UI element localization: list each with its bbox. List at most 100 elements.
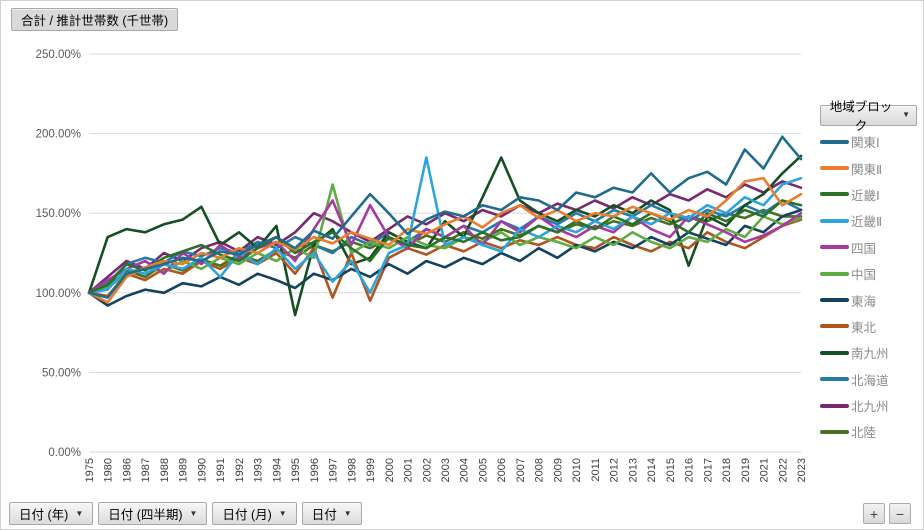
legend-swatch-icon <box>820 218 849 223</box>
filter-field-button[interactable]: 日付 (四半期) ▼ <box>98 502 208 525</box>
filter-field-button[interactable]: 日付 (月) ▼ <box>212 502 297 525</box>
chevron-down-icon: ▼ <box>343 508 352 518</box>
legend-item: 南九州 <box>820 340 920 366</box>
legend-swatch-icon <box>820 377 849 382</box>
x-axis-tick-label: 1993 <box>253 458 265 482</box>
x-axis-tick-label: 1975 <box>84 458 96 482</box>
x-axis-tick-label: 1996 <box>309 458 321 482</box>
series-line-東海[interactable] <box>87 208 803 307</box>
x-axis-tick-label: 2008 <box>534 458 546 482</box>
x-axis-tick-label: 1999 <box>365 458 377 482</box>
filter-field-label: 日付 (年) <box>19 508 69 522</box>
x-axis-tick-label: 2019 <box>740 458 752 482</box>
y-axis-tick-label: 0.00% <box>48 447 81 459</box>
x-axis-tick-label: 1986 <box>121 458 133 482</box>
chevron-down-icon: ▼ <box>278 508 287 518</box>
series-line-北九州[interactable] <box>87 180 803 295</box>
legend-item-label: 北海道 <box>851 373 889 388</box>
value-field-button[interactable]: 合計 / 推計世帯数 (千世帯) <box>11 8 179 31</box>
zoom-in-button[interactable]: + <box>863 503 885 524</box>
x-axis-tick-label: 2005 <box>477 458 489 482</box>
x-axis-tick-label: 2015 <box>665 458 677 482</box>
series-line-中国[interactable] <box>87 183 803 295</box>
legend-swatch-icon <box>820 350 849 355</box>
legend-item-label: 関東Ⅰ <box>851 136 880 151</box>
chevron-down-icon: ▼ <box>75 508 84 518</box>
legend-item-label: 東海 <box>851 294 877 309</box>
series-line-関東Ⅱ[interactable] <box>87 176 803 304</box>
x-axis-tick-label: 2021 <box>759 458 771 482</box>
x-axis-tick-label: 2017 <box>702 458 714 482</box>
legend-item: 関東Ⅰ <box>820 129 920 155</box>
legend-item: 東海 <box>820 287 920 313</box>
legend-item-label: 中国 <box>851 268 877 283</box>
legend-swatch-icon <box>820 298 849 303</box>
x-axis-tick-label: 2001 <box>403 458 415 482</box>
x-axis-tick-label: 1987 <box>140 458 152 482</box>
legend-field-label: 地域ブロック <box>829 100 893 133</box>
y-axis-tick-label: 250.00% <box>36 49 81 61</box>
x-axis-tick-label: 2016 <box>684 458 696 482</box>
legend-item: 中国 <box>820 260 920 286</box>
x-axis-tick-label: 1980 <box>103 458 115 482</box>
zoom-out-button[interactable]: − <box>889 503 911 524</box>
legend-item: 近畿Ⅱ <box>820 208 920 234</box>
x-axis-tick-label: 1998 <box>346 458 358 482</box>
x-axis-tick-label: 2022 <box>777 458 789 482</box>
legend-item-label: 北陸 <box>851 426 877 441</box>
axis-field-buttons: 日付 (年) ▼ 日付 (四半期) ▼ 日付 (月) ▼ 日付 ▼ <box>9 502 362 525</box>
y-axis-tick-label: 50.00% <box>42 367 81 379</box>
legend-item-label: 東北 <box>851 320 877 335</box>
x-axis-tick-label: 2009 <box>552 458 564 482</box>
y-axis-tick-label: 100.00% <box>36 288 81 300</box>
legend-item: 北九州 <box>820 392 920 418</box>
legend-item: 関東Ⅱ <box>820 155 920 181</box>
legend-item-label: 近畿Ⅱ <box>851 215 883 230</box>
legend-item: 北海道 <box>820 366 920 392</box>
x-axis-tick-label: 1995 <box>290 458 302 482</box>
x-axis-tick-label: 2002 <box>421 458 433 482</box>
x-axis-tick-label: 2014 <box>646 458 658 482</box>
legend-item-label: 四国 <box>851 241 877 256</box>
zoom-controls: + − <box>863 503 911 524</box>
x-axis-tick-label: 1988 <box>159 458 171 482</box>
filter-field-button[interactable]: 日付 (年) ▼ <box>9 502 94 525</box>
filter-field-button[interactable]: 日付 ▼ <box>301 502 362 525</box>
x-axis-tick-label: 2013 <box>627 458 639 482</box>
chevron-down-icon: ▼ <box>189 508 198 518</box>
x-axis-tick-label: 2003 <box>440 458 452 482</box>
x-axis-tick-label: 2004 <box>459 458 471 482</box>
x-axis-tick-label: 1997 <box>328 458 340 482</box>
series-line-近畿Ⅱ[interactable] <box>87 156 803 295</box>
legend-field-button[interactable]: 地域ブロック ▼ <box>820 100 917 133</box>
x-axis-tick-label: 2023 <box>796 458 808 482</box>
chevron-down-icon: ▼ <box>902 110 910 119</box>
legend-swatch-icon <box>820 192 849 197</box>
y-axis-tick-label: 200.00% <box>36 129 81 141</box>
filter-field-label: 日付 <box>311 508 337 522</box>
x-axis-tick-label: 2018 <box>721 458 733 482</box>
legend-item: 北陸 <box>820 419 920 445</box>
legend: 地域ブロック ▼ 関東Ⅰ 関東Ⅱ 近畿Ⅰ 近畿Ⅱ 四国中国東海東北南九州北海道北九州北陸 <box>820 98 920 445</box>
legend-swatch-icon <box>820 245 849 250</box>
series-line-関東Ⅰ[interactable] <box>87 135 803 299</box>
legend-swatch-icon <box>820 139 849 144</box>
legend-item: 東北 <box>820 313 920 339</box>
legend-item-label: 南九州 <box>851 347 889 362</box>
legend-item: 近畿Ⅰ <box>820 181 920 207</box>
legend-swatch-icon <box>820 324 849 329</box>
filter-field-label: 日付 (月) <box>222 508 272 522</box>
x-axis-tick-label: 2012 <box>609 458 621 482</box>
x-axis-tick-label: 1992 <box>234 458 246 482</box>
legend-swatch-icon <box>820 166 849 171</box>
filter-field-label: 日付 (四半期) <box>108 508 183 522</box>
x-axis-tick-label: 2011 <box>590 458 602 482</box>
legend-swatch-icon <box>820 403 849 408</box>
series-line-近畿Ⅰ[interactable] <box>87 199 803 295</box>
x-axis-tick-label: 2006 <box>496 458 508 482</box>
x-axis-tick-label: 2007 <box>515 458 527 482</box>
y-axis-tick-label: 150.00% <box>36 208 81 220</box>
x-axis-tick-label: 1989 <box>178 458 190 482</box>
